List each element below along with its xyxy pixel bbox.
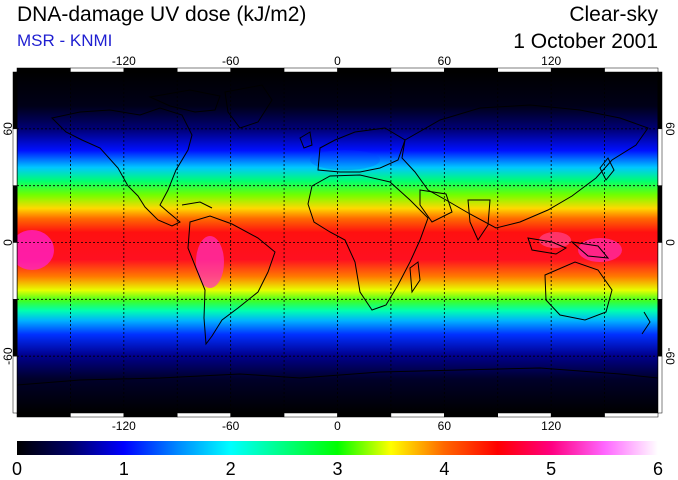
top-border-segment	[337, 67, 392, 73]
top-border-segment	[550, 67, 605, 73]
map-title: DNA-damage UV dose (kJ/m2)	[17, 3, 307, 26]
left-lat-tick-label: 60	[1, 122, 15, 136]
bottom-border-segment	[177, 412, 231, 418]
top-border-segment	[497, 67, 552, 73]
graticule	[17, 72, 658, 413]
top-lon-tick-label: 0	[334, 54, 341, 68]
colorbar-tick-label: 4	[439, 459, 449, 479]
bottom-border-segment	[123, 412, 178, 418]
date-label: 1 October 2001	[513, 30, 658, 53]
left-border-segment	[12, 128, 18, 186]
axis-tick-labels: -120 -120 -60 -60 0 0 60 60 120 120 60 60 0 0 -60 -60	[1, 54, 677, 433]
top-lon-tick-label: 60	[438, 54, 452, 68]
top-border-segment	[390, 67, 445, 73]
colorbar	[17, 441, 658, 455]
right-border-segment	[657, 128, 663, 186]
bottom-border-segment	[550, 412, 605, 418]
right-lat-tick-label: -60	[663, 347, 677, 365]
bottom-lon-tick-label: 60	[438, 419, 452, 433]
map-border-bars	[12, 67, 663, 418]
bottom-border-segment	[497, 412, 552, 418]
source-label: MSR - KNMI	[17, 31, 113, 50]
top-lon-tick-label: 120	[541, 54, 561, 68]
top-border-segment	[604, 67, 659, 73]
colorbar-labels: 0 1 2 3 4 5 6	[12, 459, 663, 479]
colorbar-tick-label: 3	[332, 459, 342, 479]
top-lon-tick-label: -120	[112, 54, 136, 68]
bottom-border-segment	[390, 412, 445, 418]
top-border-segment	[444, 67, 499, 73]
top-border-segment	[230, 67, 285, 73]
left-lat-tick-label: 0	[1, 239, 15, 246]
bottom-lon-tick-label: 0	[334, 419, 341, 433]
top-border-segment	[123, 67, 178, 73]
right-border-segment	[657, 185, 663, 243]
bottom-lon-tick-label: -120	[112, 419, 136, 433]
bottom-border-segment	[604, 412, 659, 418]
bottom-border-segment	[230, 412, 285, 418]
left-border-segment	[12, 185, 18, 243]
right-border-segment	[657, 242, 663, 300]
bottom-lon-tick-label: 120	[541, 419, 561, 433]
bottom-lon-tick-label: -60	[222, 419, 240, 433]
colorbar-tick-label: 1	[119, 459, 129, 479]
bottom-border-segment	[337, 412, 392, 418]
top-border-segment	[283, 67, 338, 73]
bottom-border-segment	[16, 412, 71, 418]
top-border-segment	[70, 67, 125, 73]
right-border-segment	[657, 71, 663, 130]
top-border-segment	[16, 67, 71, 73]
right-lat-tick-label: 0	[663, 239, 677, 246]
coastlines	[17, 84, 658, 386]
sky-condition-label: Clear-sky	[569, 3, 658, 26]
top-lon-tick-label: -60	[222, 54, 240, 68]
bottom-border-segment	[70, 412, 125, 418]
right-border-segment	[657, 355, 663, 414]
colorbar-tick-label: 0	[12, 459, 22, 479]
left-lat-tick-label: -60	[1, 347, 15, 365]
top-border-segment	[177, 67, 231, 73]
right-lat-tick-label: 60	[663, 122, 677, 136]
right-border-segment	[657, 299, 663, 357]
colorbar-tick-label: 2	[226, 459, 236, 479]
left-border-segment	[12, 71, 18, 130]
left-border-segment	[12, 355, 18, 414]
colorbar-tick-label: 5	[546, 459, 556, 479]
colorbar-tick-label: 6	[653, 459, 663, 479]
bottom-border-segment	[444, 412, 499, 418]
left-border-segment	[12, 242, 18, 300]
bottom-border-segment	[283, 412, 338, 418]
